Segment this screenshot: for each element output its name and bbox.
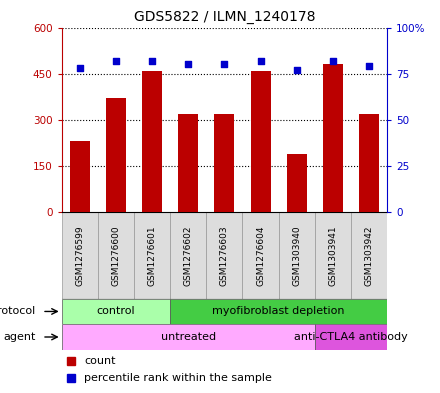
Bar [351,212,387,299]
Title: GDS5822 / ILMN_1240178: GDS5822 / ILMN_1240178 [134,10,315,24]
Bar [98,212,134,299]
Bar [142,71,162,212]
Bar [251,71,271,212]
Bar [62,324,315,350]
Text: control: control [96,307,135,316]
Bar [178,114,198,212]
Bar [279,212,315,299]
Point [76,65,83,71]
Text: protocol: protocol [0,307,36,316]
Point [221,61,228,68]
Text: anti-CTLA4 antibody: anti-CTLA4 antibody [294,332,408,342]
Bar [70,141,90,212]
Text: GSM1276603: GSM1276603 [220,225,229,286]
Text: GSM1303940: GSM1303940 [292,225,301,286]
Bar [206,212,242,299]
Point [112,58,119,64]
Text: percentile rank within the sample: percentile rank within the sample [84,373,272,383]
Point [185,61,192,68]
Bar [106,98,126,212]
Text: GSM1276600: GSM1276600 [111,225,121,286]
Text: GSM1276604: GSM1276604 [256,225,265,286]
Text: count: count [84,356,116,366]
Bar [315,324,387,350]
Bar [242,212,279,299]
Text: GSM1276601: GSM1276601 [147,225,157,286]
Bar [315,212,351,299]
Text: myofibroblast depletion: myofibroblast depletion [213,307,345,316]
Point [330,58,337,64]
Point [366,63,373,70]
Text: GSM1276599: GSM1276599 [75,225,84,286]
Bar [323,64,343,212]
Bar [359,114,379,212]
Bar [62,212,98,299]
Text: agent: agent [3,332,36,342]
Text: GSM1303941: GSM1303941 [328,225,337,286]
Point [149,58,156,64]
Text: untreated: untreated [161,332,216,342]
Point [257,58,264,64]
Bar [287,154,307,212]
Bar [214,114,235,212]
Bar [134,212,170,299]
Bar [170,299,387,324]
Text: GSM1303942: GSM1303942 [365,225,374,286]
Point [293,67,300,73]
Bar [170,212,206,299]
Text: GSM1276602: GSM1276602 [184,225,193,286]
Bar [62,299,170,324]
